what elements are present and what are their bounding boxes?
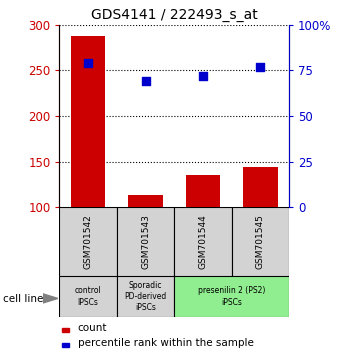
Bar: [129, 195, 163, 207]
Point: [143, 79, 148, 84]
Bar: [186, 175, 220, 207]
Bar: [71, 36, 105, 207]
Polygon shape: [42, 294, 58, 303]
Title: GDS4141 / 222493_s_at: GDS4141 / 222493_s_at: [91, 8, 258, 22]
Bar: [232, 207, 289, 276]
Text: control
IPSCs: control IPSCs: [75, 286, 102, 307]
Bar: [174, 276, 289, 317]
Bar: [117, 207, 174, 276]
Text: presenilin 2 (PS2)
iPSCs: presenilin 2 (PS2) iPSCs: [198, 286, 265, 307]
Text: GSM701543: GSM701543: [141, 214, 150, 269]
Bar: [174, 207, 232, 276]
Bar: [117, 276, 174, 317]
Bar: [62, 343, 69, 347]
Text: percentile rank within the sample: percentile rank within the sample: [78, 338, 254, 348]
Text: GSM701542: GSM701542: [84, 214, 93, 269]
Point: [258, 64, 263, 69]
Text: GSM701544: GSM701544: [199, 214, 207, 269]
Text: cell line: cell line: [3, 294, 44, 304]
Bar: [62, 327, 69, 332]
Bar: [59, 207, 117, 276]
Text: Sporadic
PD-derived
iPSCs: Sporadic PD-derived iPSCs: [124, 281, 167, 312]
Point: [200, 73, 206, 79]
Bar: [59, 276, 117, 317]
Point: [85, 60, 91, 66]
Text: GSM701545: GSM701545: [256, 214, 265, 269]
Bar: [243, 167, 277, 207]
Text: count: count: [78, 322, 107, 332]
